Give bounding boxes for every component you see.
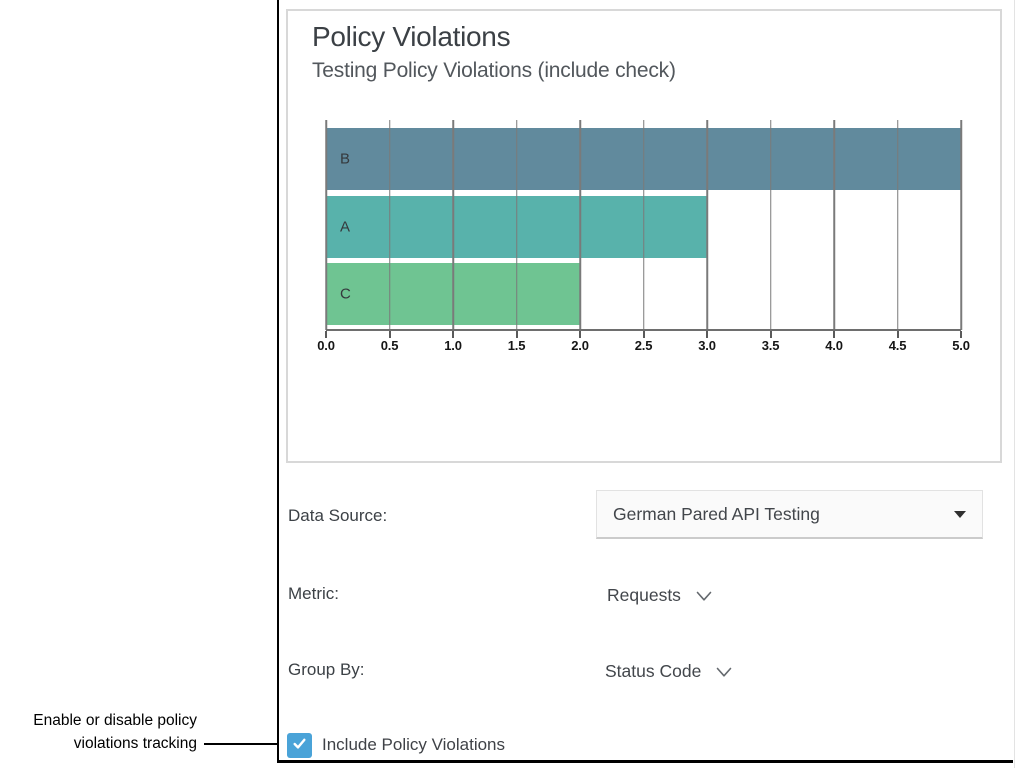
annotation-line-2: violations tracking (73, 734, 197, 752)
gridline (769, 120, 772, 330)
x-axis-tick (769, 331, 772, 338)
panel-bottom-border (277, 760, 1013, 763)
x-axis-tick-label: 3.0 (698, 338, 716, 353)
group-by-select[interactable]: Status Code (605, 659, 732, 683)
gridline (896, 120, 899, 330)
x-axis-tick-label: 2.5 (634, 338, 653, 353)
metric-select[interactable]: Requests (607, 583, 712, 607)
metric-label: Metric: (288, 584, 339, 603)
gridline (388, 120, 391, 330)
x-axis-tick (388, 331, 391, 338)
gridline (579, 120, 581, 330)
x-axis-line (326, 329, 961, 331)
x-axis-tick (706, 331, 708, 338)
chevron-down-icon (696, 586, 712, 607)
x-axis-tick (452, 331, 454, 338)
gridline (515, 120, 518, 330)
x-axis-tick-label: 0.0 (317, 338, 335, 353)
callout-connector-line (204, 743, 277, 745)
x-axis-tick-label: 3.5 (761, 338, 780, 353)
x-axis-tick (579, 331, 581, 338)
checkmark-icon (292, 736, 307, 756)
gridline (642, 120, 645, 330)
data-source-dropdown[interactable]: German Pared API Testing (596, 490, 983, 539)
bar-chart-plot: B A C 0.0 0.5 1.0 1.5 2.0 2.5 3.0 3.5 4.0 4.5 5.0 (317, 120, 970, 353)
include-policy-violations-label: Include Policy Violations (322, 735, 506, 754)
x-axis-tick (515, 331, 518, 338)
data-source-label: Data Source: (288, 506, 388, 525)
x-axis-tick-label: 0.5 (380, 338, 399, 353)
panel-left-border (277, 0, 279, 762)
x-axis-tick-label: 4.5 (888, 338, 907, 353)
x-axis-tick (960, 331, 962, 338)
gridline (960, 120, 962, 330)
include-policy-violations-checkbox[interactable] (287, 733, 312, 758)
bar-category-label: B (340, 150, 351, 168)
chevron-down-icon (716, 662, 732, 683)
gridline (833, 120, 835, 330)
annotation-callout-text: Enable or disable policy violations trac… (0, 710, 197, 755)
bar-category-label: C (340, 285, 351, 303)
x-axis-tick (642, 331, 645, 338)
x-axis-tick-label: 5.0 (952, 338, 970, 353)
x-axis-tick-label: 2.0 (571, 338, 589, 353)
x-axis-tick (896, 331, 899, 338)
panel-right-divider (1014, 0, 1015, 768)
chart-title: Policy Violations (312, 21, 511, 52)
gridline (452, 120, 454, 330)
group-by-value: Status Code (605, 660, 702, 681)
metric-value: Requests (607, 584, 681, 605)
x-axis-tick (833, 331, 835, 338)
chart-subtitle: Testing Policy Violations (include check… (312, 59, 676, 82)
group-by-label: Group By: (288, 660, 365, 679)
x-axis-tick (325, 331, 327, 338)
data-source-value: German Pared API Testing (613, 504, 820, 524)
gridline (325, 120, 327, 330)
bar-category-label: A (340, 218, 351, 235)
x-axis-tick-label: 1.5 (507, 338, 526, 353)
triangle-down-icon (954, 511, 966, 518)
gridline (706, 120, 708, 330)
policy-violations-card: Policy Violations Testing Policy Violati… (286, 9, 1002, 463)
x-axis-tick-label: 1.0 (444, 338, 462, 353)
x-axis-tick-label: 4.0 (825, 338, 843, 353)
annotation-line-1: Enable or disable policy (33, 712, 197, 729)
